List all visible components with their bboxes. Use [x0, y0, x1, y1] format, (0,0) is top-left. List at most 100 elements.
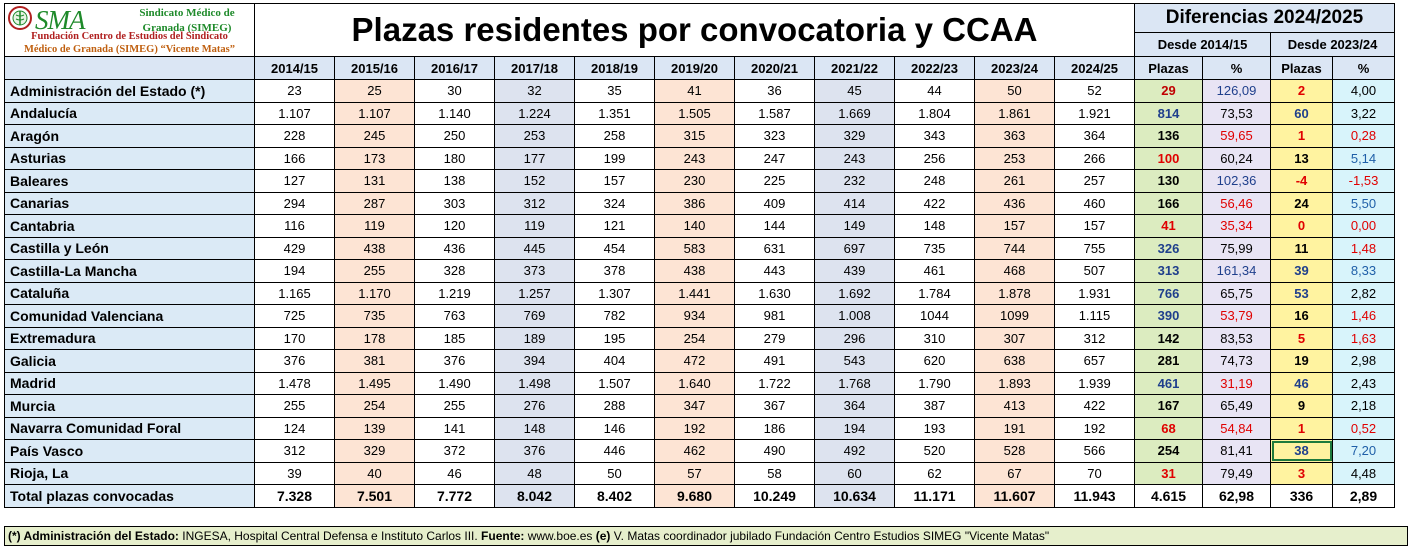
- value-cell[interactable]: 414: [814, 191, 895, 215]
- diff-plazas-since-2014[interactable]: 313: [1134, 259, 1203, 283]
- value-cell[interactable]: 173: [334, 146, 415, 170]
- total-value-cell[interactable]: 10.249: [734, 484, 815, 508]
- value-cell[interactable]: 185: [414, 326, 495, 350]
- value-cell[interactable]: 228: [254, 124, 335, 148]
- value-cell[interactable]: 376: [414, 349, 495, 373]
- total-label[interactable]: Total plazas convocadas: [4, 484, 255, 508]
- value-cell[interactable]: 744: [974, 236, 1055, 260]
- value-cell[interactable]: 1.307: [574, 281, 655, 305]
- value-cell[interactable]: 443: [734, 259, 815, 283]
- value-cell[interactable]: 312: [494, 191, 575, 215]
- value-cell[interactable]: 324: [574, 191, 655, 215]
- value-cell[interactable]: 46: [414, 461, 495, 485]
- value-cell[interactable]: 60: [814, 461, 895, 485]
- value-cell[interactable]: 36: [734, 79, 815, 103]
- value-cell[interactable]: 446: [574, 439, 655, 463]
- value-cell[interactable]: 243: [814, 146, 895, 170]
- value-cell[interactable]: 186: [734, 416, 815, 440]
- value-cell[interactable]: 461: [894, 259, 975, 283]
- total-diff-plazas-since-2023[interactable]: 336: [1270, 484, 1333, 508]
- value-cell[interactable]: 1.170: [334, 281, 415, 305]
- value-cell[interactable]: 1.804: [894, 101, 975, 125]
- value-cell[interactable]: 149: [814, 214, 895, 238]
- region-name[interactable]: Cantabria: [4, 214, 255, 238]
- value-cell[interactable]: 638: [974, 349, 1055, 373]
- value-cell[interactable]: 1.790: [894, 371, 975, 395]
- value-cell[interactable]: 735: [334, 304, 415, 328]
- diff-plazas-since-2014[interactable]: 136: [1134, 124, 1203, 148]
- diff-pct-since-2014[interactable]: 59,65: [1202, 124, 1271, 148]
- value-cell[interactable]: 194: [814, 416, 895, 440]
- value-cell[interactable]: 315: [654, 124, 735, 148]
- diff-plazas-since-2014[interactable]: 68: [1134, 416, 1203, 440]
- value-cell[interactable]: 45: [814, 79, 895, 103]
- value-cell[interactable]: 191: [974, 416, 1055, 440]
- value-cell[interactable]: 1.107: [254, 101, 335, 125]
- value-cell[interactable]: 697: [814, 236, 895, 260]
- value-cell[interactable]: 409: [734, 191, 815, 215]
- value-cell[interactable]: 127: [254, 169, 335, 193]
- value-cell[interactable]: 386: [654, 191, 735, 215]
- value-cell[interactable]: 1.107: [334, 101, 415, 125]
- value-cell[interactable]: 35: [574, 79, 655, 103]
- value-cell[interactable]: 657: [1054, 349, 1135, 373]
- value-cell[interactable]: 462: [654, 439, 735, 463]
- value-cell[interactable]: 376: [254, 349, 335, 373]
- value-cell[interactable]: 170: [254, 326, 335, 350]
- value-cell[interactable]: 50: [574, 461, 655, 485]
- diff-pct-since-2014[interactable]: 65,49: [1202, 394, 1271, 418]
- region-name[interactable]: Administración del Estado (*): [4, 79, 255, 103]
- value-cell[interactable]: 310: [894, 326, 975, 350]
- value-cell[interactable]: 157: [1054, 214, 1135, 238]
- diff-pct-since-2014[interactable]: 54,84: [1202, 416, 1271, 440]
- diff-pct-since-2023[interactable]: 1,46: [1332, 304, 1395, 328]
- value-cell[interactable]: 387: [894, 394, 975, 418]
- value-cell[interactable]: 255: [254, 394, 335, 418]
- diff-plazas-since-2014[interactable]: 31: [1134, 461, 1203, 485]
- value-cell[interactable]: 1.587: [734, 101, 815, 125]
- diff-plazas-since-2023[interactable]: 13: [1270, 146, 1333, 170]
- diff-pct-since-2023[interactable]: 4,00: [1332, 79, 1395, 103]
- diff-plazas-since-2023[interactable]: 24: [1270, 191, 1333, 215]
- diff-pct-since-2023[interactable]: 2,18: [1332, 394, 1395, 418]
- diff-pct-since-2014[interactable]: 60,24: [1202, 146, 1271, 170]
- diff-plazas-since-2014[interactable]: 41: [1134, 214, 1203, 238]
- value-cell[interactable]: 199: [574, 146, 655, 170]
- diff-plazas-since-2023[interactable]: 1: [1270, 416, 1333, 440]
- value-cell[interactable]: 157: [574, 169, 655, 193]
- region-name[interactable]: Madrid: [4, 371, 255, 395]
- value-cell[interactable]: 50: [974, 79, 1055, 103]
- value-cell[interactable]: 528: [974, 439, 1055, 463]
- diff-plazas-since-2014[interactable]: 390: [1134, 304, 1203, 328]
- region-name[interactable]: Asturias: [4, 146, 255, 170]
- diff-plazas-since-2014[interactable]: 166: [1134, 191, 1203, 215]
- value-cell[interactable]: 394: [494, 349, 575, 373]
- value-cell[interactable]: 1.893: [974, 371, 1055, 395]
- value-cell[interactable]: 120: [414, 214, 495, 238]
- diff-plazas-since-2014[interactable]: 100: [1134, 146, 1203, 170]
- diff-plazas-since-2014[interactable]: 167: [1134, 394, 1203, 418]
- diff-pct-since-2014[interactable]: 74,73: [1202, 349, 1271, 373]
- value-cell[interactable]: 376: [494, 439, 575, 463]
- value-cell[interactable]: 144: [734, 214, 815, 238]
- region-name[interactable]: Navarra Comunidad Foral: [4, 416, 255, 440]
- value-cell[interactable]: 413: [974, 394, 1055, 418]
- diff-pct-since-2014[interactable]: 79,49: [1202, 461, 1271, 485]
- total-value-cell[interactable]: 7.328: [254, 484, 335, 508]
- value-cell[interactable]: 439: [814, 259, 895, 283]
- value-cell[interactable]: 436: [974, 191, 1055, 215]
- value-cell[interactable]: 177: [494, 146, 575, 170]
- diff-pct-since-2023[interactable]: 2,43: [1332, 371, 1395, 395]
- value-cell[interactable]: 40: [334, 461, 415, 485]
- value-cell[interactable]: 583: [654, 236, 735, 260]
- diff-pct-since-2014[interactable]: 53,79: [1202, 304, 1271, 328]
- total-value-cell[interactable]: 11.607: [974, 484, 1055, 508]
- value-cell[interactable]: 121: [574, 214, 655, 238]
- value-cell[interactable]: 148: [494, 416, 575, 440]
- value-cell[interactable]: 253: [494, 124, 575, 148]
- value-cell[interactable]: 257: [1054, 169, 1135, 193]
- diff-plazas-since-2014[interactable]: 29: [1134, 79, 1203, 103]
- value-cell[interactable]: 782: [574, 304, 655, 328]
- value-cell[interactable]: 404: [574, 349, 655, 373]
- value-cell[interactable]: 250: [414, 124, 495, 148]
